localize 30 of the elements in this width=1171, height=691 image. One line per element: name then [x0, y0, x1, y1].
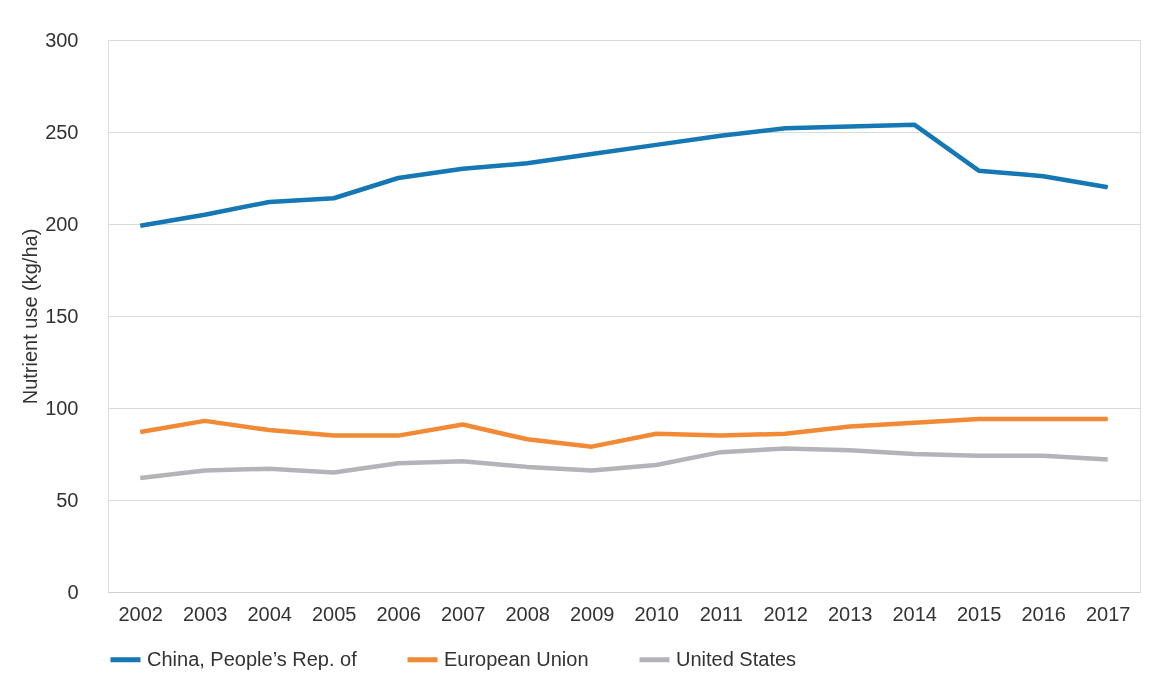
y-axis-title: Nutrient use (kg/ha) [19, 228, 42, 405]
line-series [138, 416, 1110, 449]
x-tick-label: 2010 [634, 602, 679, 625]
y-tick-label: 50 [56, 488, 79, 511]
y-tick-label: 200 [45, 212, 79, 235]
x-tick-label: 2014 [892, 602, 937, 625]
y-tick-label: 250 [45, 120, 79, 143]
x-tick-label: 2017 [1086, 602, 1131, 625]
y-tick-label: 300 [45, 28, 79, 51]
x-tick-label: 2004 [247, 602, 292, 625]
legend-label: European Union [444, 647, 589, 670]
y-tick-label: 100 [45, 396, 79, 419]
x-tick-label: 2009 [570, 602, 615, 625]
legend-label: United States [676, 647, 797, 670]
x-tick-label: 2003 [183, 602, 228, 625]
x-tick-label: 2005 [312, 602, 357, 625]
y-tick-label: 150 [45, 304, 79, 327]
y-tick-label: 0 [67, 580, 79, 603]
x-tick-label: 2016 [1021, 602, 1066, 625]
line-series [138, 122, 1110, 229]
x-tick-label: 2015 [957, 602, 1002, 625]
x-tick-label: 2013 [828, 602, 873, 625]
x-tick-label: 2012 [763, 602, 808, 625]
line-series [138, 446, 1110, 481]
x-tick-label: 2011 [699, 602, 743, 625]
x-tick-label: 2006 [376, 602, 421, 625]
legend-label: China, People’s Rep. of [147, 647, 358, 670]
x-tick-label: 2007 [441, 602, 486, 625]
x-tick-label: 2008 [505, 602, 550, 625]
x-tick-label: 2002 [118, 602, 163, 625]
